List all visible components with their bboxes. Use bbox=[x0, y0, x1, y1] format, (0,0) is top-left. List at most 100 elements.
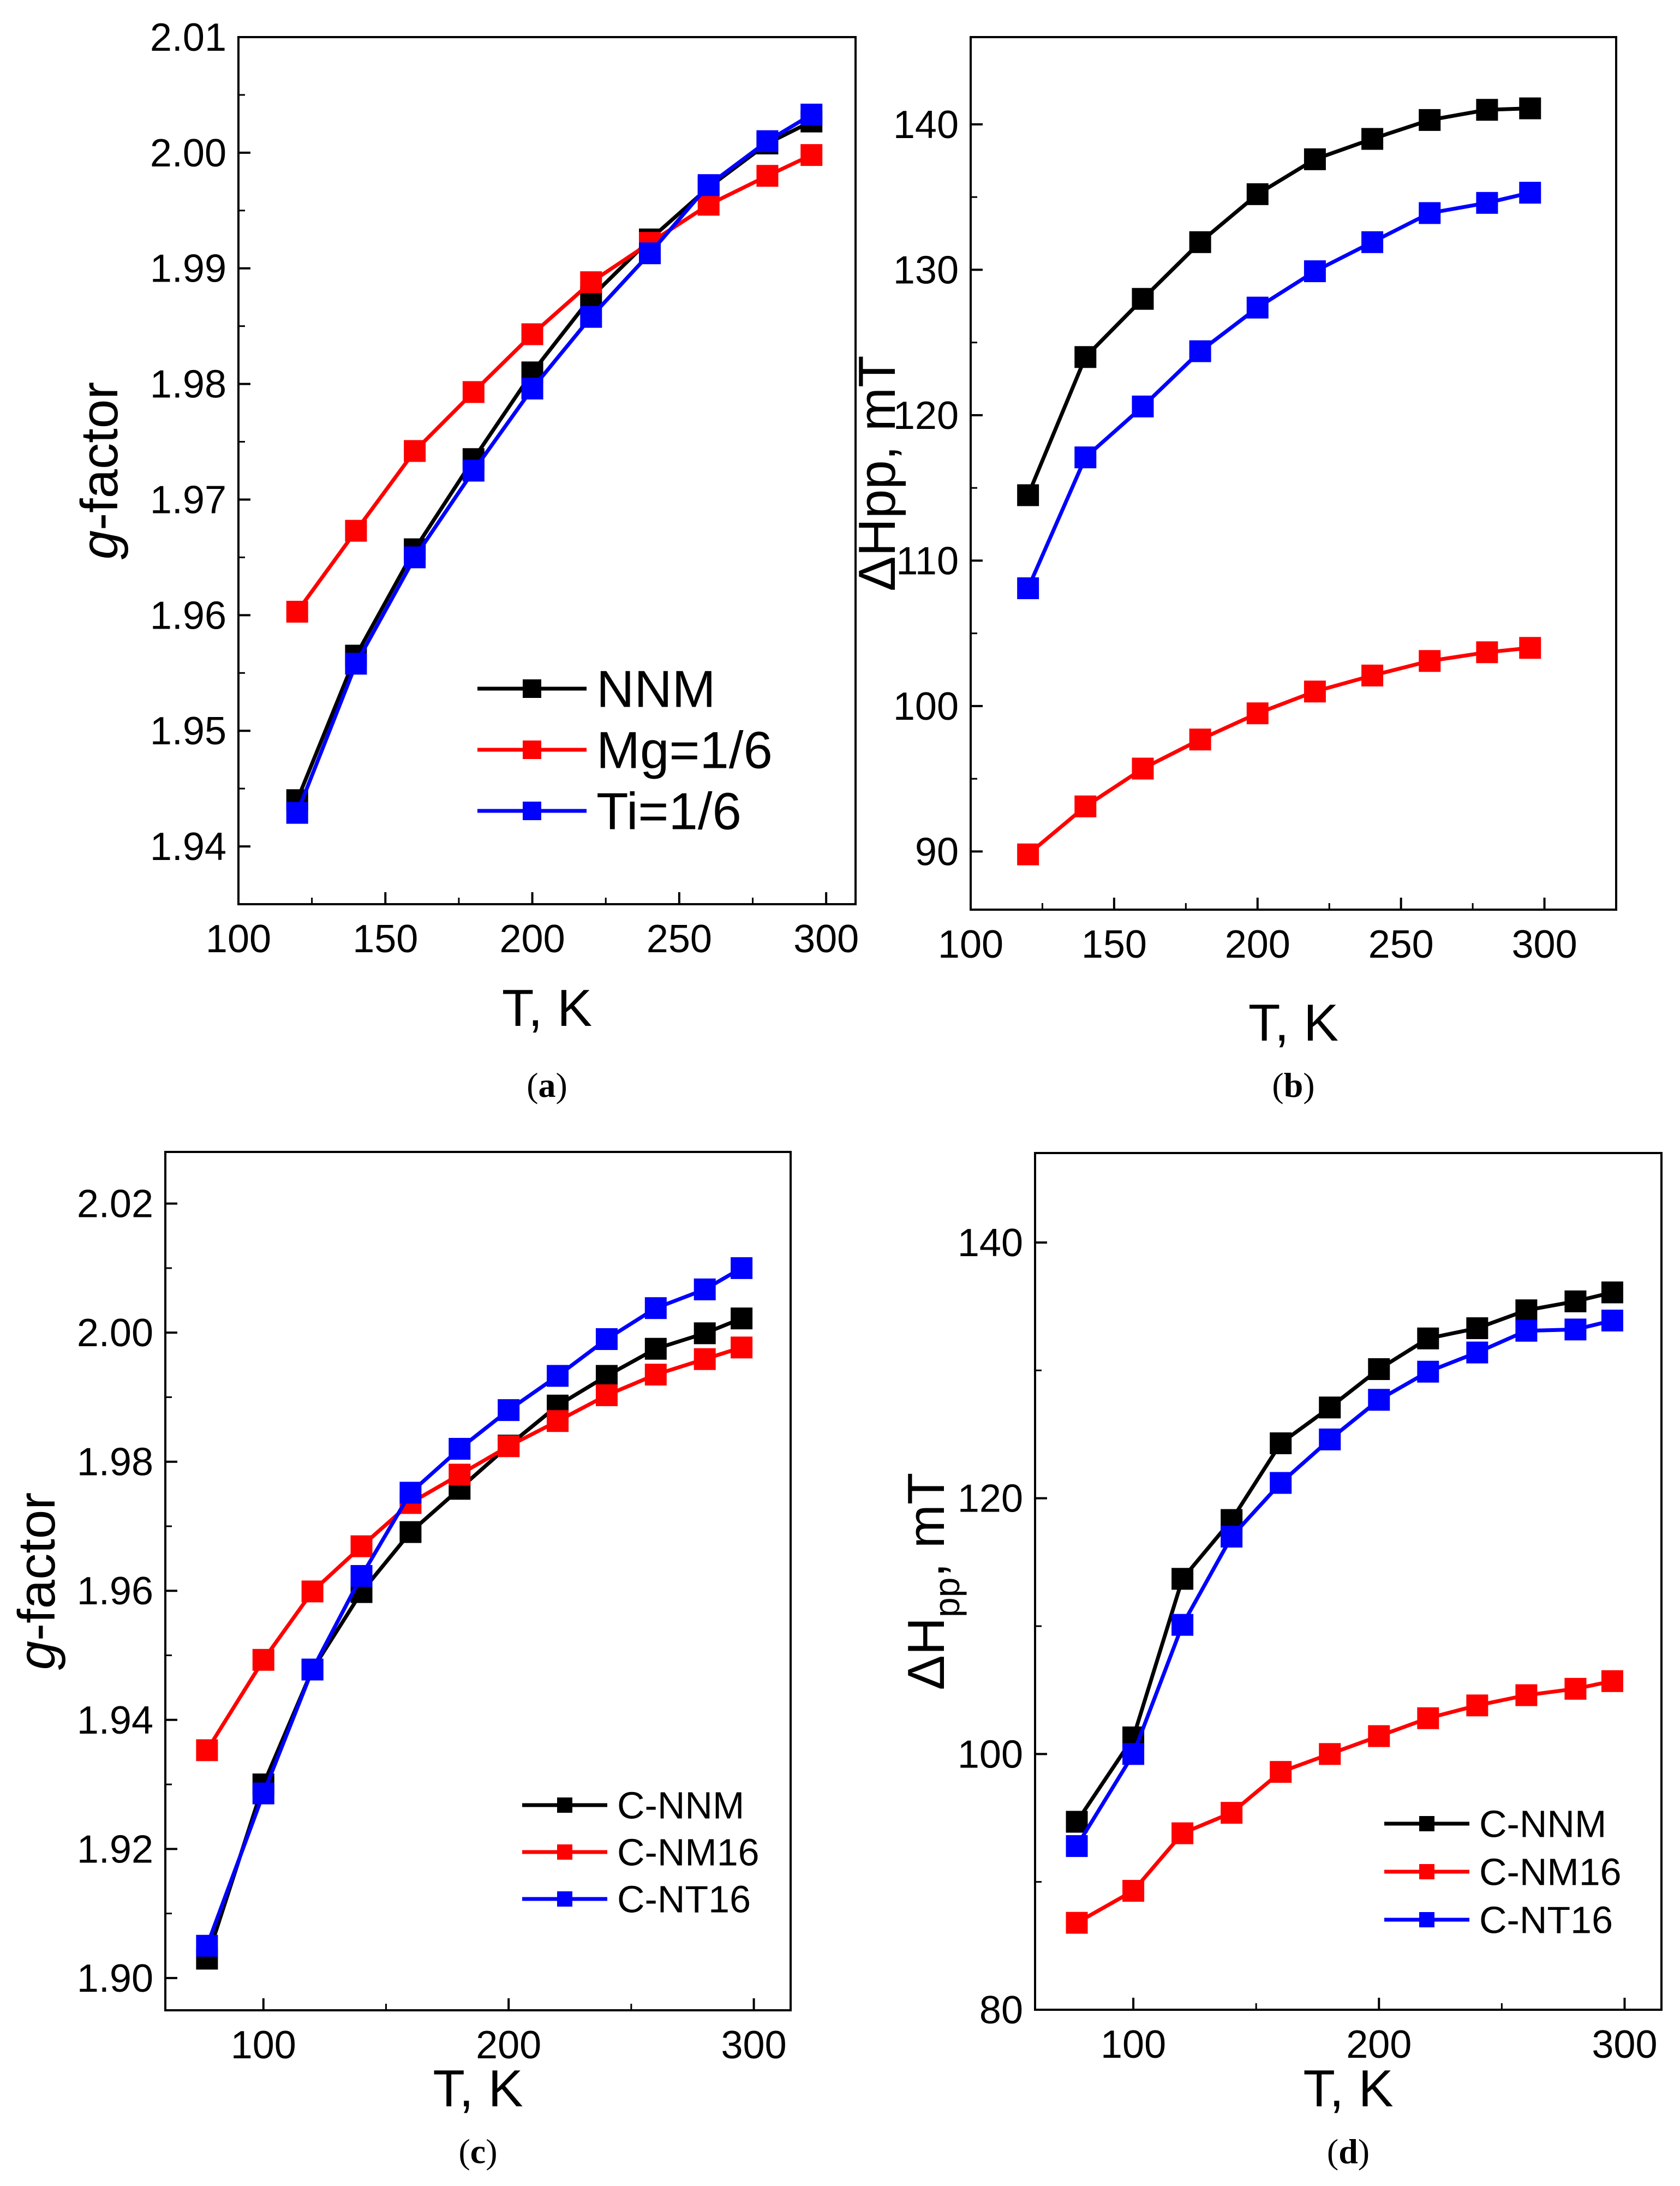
plot-frame bbox=[1034, 1152, 1663, 2011]
data-point bbox=[1601, 1670, 1623, 1692]
y-tick-label: 130 bbox=[893, 248, 959, 292]
y-tick-label: 90 bbox=[915, 830, 959, 874]
x-axis-label: T, K bbox=[433, 2059, 523, 2118]
data-point bbox=[462, 459, 485, 482]
x-tick-label: 100 bbox=[938, 923, 1003, 966]
y-axis-label-italic: g bbox=[70, 530, 129, 559]
data-point bbox=[697, 194, 720, 216]
series-Mg=1/6 bbox=[286, 144, 823, 623]
y-axis-label-main: ΔH bbox=[897, 1617, 955, 1690]
y-tick-label: 1.95 bbox=[150, 709, 226, 753]
series-line bbox=[295, 153, 812, 613]
y-axis-label: ΔHpp, mT bbox=[848, 355, 906, 591]
y-tick-label: 1.97 bbox=[150, 478, 226, 522]
legend-marker bbox=[523, 802, 541, 820]
data-point bbox=[1476, 99, 1498, 121]
y-axis-label-main: ΔHpp bbox=[848, 460, 906, 591]
y-tick-label: 1.96 bbox=[150, 594, 226, 637]
legend-marker bbox=[1419, 1912, 1434, 1927]
x-tick-label: 200 bbox=[1225, 923, 1290, 966]
data-point bbox=[756, 165, 779, 187]
data-point bbox=[1132, 395, 1154, 417]
y-tick-label: 120 bbox=[958, 1477, 1023, 1521]
data-point bbox=[1419, 109, 1441, 131]
y-axis-label-tail: , mT bbox=[897, 1473, 955, 1578]
series-C-NT16 bbox=[1066, 1309, 1623, 1857]
data-point bbox=[498, 1399, 520, 1422]
data-point bbox=[693, 1278, 716, 1300]
data-point bbox=[301, 1658, 324, 1681]
legend: C-NNM C-NM16 C-NT16 bbox=[1384, 1803, 1622, 1942]
data-point bbox=[1601, 1281, 1623, 1304]
data-point bbox=[1515, 1319, 1538, 1342]
y-tick-label: 120 bbox=[893, 394, 959, 438]
data-point bbox=[399, 1521, 422, 1543]
data-point bbox=[639, 242, 661, 265]
plot-frame bbox=[970, 36, 1617, 911]
x-tick-label: 300 bbox=[1511, 923, 1577, 966]
data-point bbox=[404, 440, 426, 462]
data-point bbox=[345, 519, 367, 542]
data-point bbox=[1319, 1396, 1341, 1419]
series-line bbox=[295, 112, 813, 814]
data-point bbox=[1466, 1341, 1488, 1364]
data-point bbox=[1270, 1472, 1292, 1494]
data-point bbox=[1074, 446, 1097, 469]
series-line bbox=[1026, 190, 1531, 589]
data-point bbox=[1132, 288, 1154, 310]
data-point bbox=[1122, 1743, 1145, 1765]
y-tick-label: 1.98 bbox=[150, 363, 226, 407]
data-point bbox=[1221, 1525, 1243, 1548]
series-line bbox=[1026, 106, 1530, 496]
data-point bbox=[345, 653, 367, 675]
y-tick-label: 1.94 bbox=[150, 825, 226, 869]
data-point bbox=[644, 1364, 667, 1386]
data-point bbox=[1319, 1743, 1341, 1765]
data-point bbox=[1564, 1290, 1587, 1312]
x-tick-label: 200 bbox=[500, 917, 565, 961]
legend-label: C-NNM bbox=[1479, 1803, 1606, 1845]
series-line bbox=[1026, 646, 1530, 856]
data-point bbox=[1246, 296, 1269, 319]
y-tick-label: 1.96 bbox=[77, 1569, 153, 1613]
data-point bbox=[1361, 664, 1384, 686]
y-axis-label-rest: -factor bbox=[70, 382, 129, 530]
y-tick-label: 100 bbox=[958, 1733, 1023, 1776]
data-point bbox=[1171, 1822, 1194, 1844]
data-point bbox=[449, 1464, 471, 1486]
y-tick-label: 2.02 bbox=[77, 1182, 153, 1226]
data-point bbox=[1189, 340, 1211, 362]
data-point bbox=[252, 1782, 274, 1805]
y-tick-label: 1.99 bbox=[150, 247, 226, 291]
plot-frame bbox=[237, 36, 857, 905]
data-point bbox=[252, 1649, 274, 1671]
series-Ti=1/6 bbox=[286, 103, 823, 824]
data-point bbox=[521, 323, 543, 345]
data-point bbox=[1368, 1389, 1390, 1411]
data-point bbox=[1417, 1327, 1439, 1349]
series-Ti=1/6 bbox=[1017, 182, 1541, 600]
data-point bbox=[731, 1257, 753, 1279]
x-tick-label: 300 bbox=[721, 2023, 787, 2067]
data-point bbox=[1304, 260, 1326, 283]
legend-marker bbox=[1419, 1864, 1434, 1879]
series-NNM bbox=[286, 110, 823, 811]
x-axis-label: T, K bbox=[1248, 994, 1338, 1052]
y-axis-label-rest: -factor bbox=[8, 1492, 66, 1641]
panel-caption-letter: b bbox=[1284, 1066, 1304, 1104]
data-point bbox=[1304, 680, 1326, 703]
data-point bbox=[1122, 1880, 1145, 1902]
data-point bbox=[1361, 128, 1384, 150]
x-tick-label: 100 bbox=[231, 2023, 296, 2067]
panel-caption-letter: c bbox=[470, 2132, 486, 2171]
series-NNM bbox=[1017, 97, 1541, 506]
data-point bbox=[693, 1322, 716, 1345]
data-point bbox=[350, 1535, 373, 1557]
legend-label: Ti=1/6 bbox=[596, 783, 742, 841]
legend-label: C-NT16 bbox=[1479, 1899, 1613, 1942]
x-axis-label: T, K bbox=[1303, 2059, 1393, 2118]
data-point bbox=[196, 1934, 218, 1957]
data-point bbox=[404, 546, 426, 569]
legend-label: C-NNM bbox=[617, 1784, 744, 1827]
x-tick-label: 200 bbox=[1346, 2023, 1412, 2066]
